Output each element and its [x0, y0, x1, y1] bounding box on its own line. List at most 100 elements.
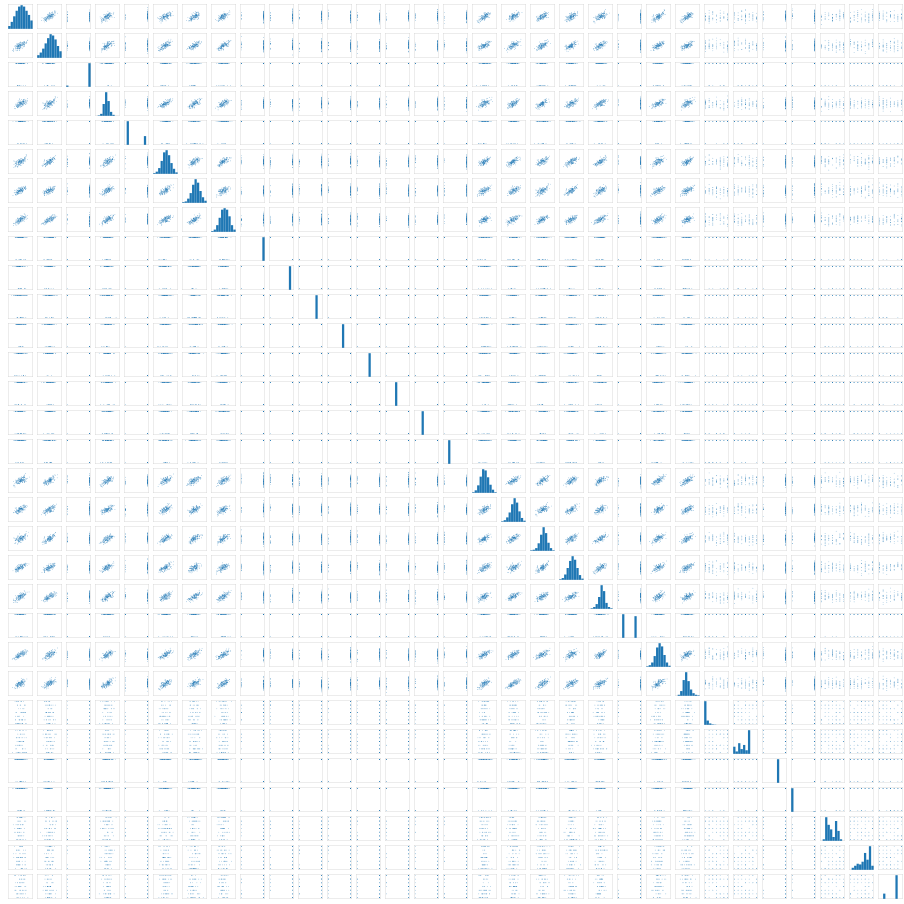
scatter-point — [49, 18, 50, 19]
scatter-point — [47, 18, 48, 19]
scatter-point — [167, 18, 168, 19]
scatter-point — [161, 16, 162, 17]
hist-bar — [8, 26, 10, 29]
scatter-point — [107, 21, 108, 22]
scatter-point — [162, 20, 163, 21]
scatter-point — [48, 15, 49, 16]
hist-bar — [13, 16, 15, 28]
scatter-point — [46, 16, 47, 17]
scatter-point — [198, 14, 199, 15]
scatter-point — [45, 20, 46, 21]
scatter-point — [192, 16, 193, 17]
scatter-point — [224, 18, 225, 19]
scatter-point — [219, 20, 220, 21]
scatter-point — [147, 15, 148, 16]
scatter-point — [169, 11, 170, 12]
scatter-point — [171, 13, 172, 14]
scatter-point — [50, 16, 51, 17]
scatter-point — [172, 11, 173, 12]
scatter-point — [110, 15, 111, 16]
scatter-point — [225, 18, 226, 19]
scatter-point — [225, 16, 226, 17]
scatter-point — [168, 18, 169, 19]
scatter-point — [107, 13, 108, 14]
scatter-point — [222, 15, 223, 16]
scatter-point — [89, 18, 90, 19]
scatter-point — [111, 15, 112, 16]
scatter-point — [227, 14, 228, 15]
scatter-point — [195, 16, 196, 17]
scatter-point — [194, 13, 195, 14]
scatter-point — [89, 14, 90, 15]
scatter-point — [191, 21, 192, 22]
scatter-point — [89, 22, 90, 23]
scatter-point — [55, 13, 56, 14]
scatter-point — [225, 17, 226, 18]
scatter-point — [163, 18, 164, 19]
scatter-point — [107, 16, 108, 17]
scatter-point — [224, 16, 225, 17]
scatter-point — [42, 17, 43, 18]
scatter-point — [46, 18, 47, 19]
scatter-point — [47, 14, 48, 15]
scatter-point — [53, 15, 54, 16]
scatter-point — [193, 19, 194, 20]
scatter-point — [173, 15, 174, 16]
scatter-point — [171, 15, 172, 16]
scatter-point — [50, 18, 51, 19]
scatter-point — [196, 12, 197, 13]
scatter-point — [108, 18, 109, 19]
scatter-point — [114, 17, 115, 18]
scatter-point — [160, 18, 161, 19]
scatter-point — [89, 12, 90, 13]
scatter-point — [162, 21, 163, 22]
scatter-point — [164, 13, 165, 14]
scatter-point — [223, 19, 224, 20]
scatter-point — [49, 20, 50, 21]
scatter-point — [193, 12, 194, 13]
scatter-point — [125, 16, 126, 17]
scatter-point — [67, 19, 68, 20]
scatter-point — [108, 18, 109, 19]
scatter-point — [223, 17, 224, 18]
scatter-point — [89, 20, 90, 21]
scatter-point — [188, 17, 189, 18]
scatter-point — [168, 13, 169, 14]
scatter-point — [49, 12, 50, 13]
scatter-point — [189, 20, 190, 21]
scatter-point — [67, 14, 68, 15]
scatter-point — [165, 14, 166, 15]
scatter-point — [106, 15, 107, 16]
scatter-point — [195, 11, 196, 12]
scatter-point — [54, 12, 55, 13]
scatter-point — [161, 19, 162, 20]
scatter-point — [112, 17, 113, 18]
scatter-point — [158, 18, 159, 19]
scatter-point — [219, 18, 220, 19]
scatter-point — [190, 19, 191, 20]
scatter-point — [54, 14, 55, 15]
scatter-point — [55, 15, 56, 16]
scatter-point — [52, 12, 53, 13]
scatter-point — [198, 13, 199, 14]
scatter-point — [103, 19, 104, 20]
scatter-point — [164, 18, 165, 19]
scatter-point — [162, 20, 163, 21]
scatter-point — [51, 16, 52, 17]
scatter-point — [102, 17, 103, 18]
scatter-point — [51, 17, 52, 18]
scatter-point — [44, 19, 45, 20]
scatter-point — [104, 14, 105, 15]
scatter-point — [105, 16, 106, 17]
scatter-point — [166, 15, 167, 16]
scatter-point — [52, 14, 53, 15]
scatter-point — [199, 15, 200, 16]
scatter-point — [197, 17, 198, 18]
scatter-point — [49, 19, 50, 20]
scatter-point — [101, 18, 102, 19]
scatter-point — [54, 11, 55, 12]
scatter-point — [104, 19, 105, 20]
scatter-point — [227, 13, 228, 14]
scatter-point — [106, 18, 107, 19]
